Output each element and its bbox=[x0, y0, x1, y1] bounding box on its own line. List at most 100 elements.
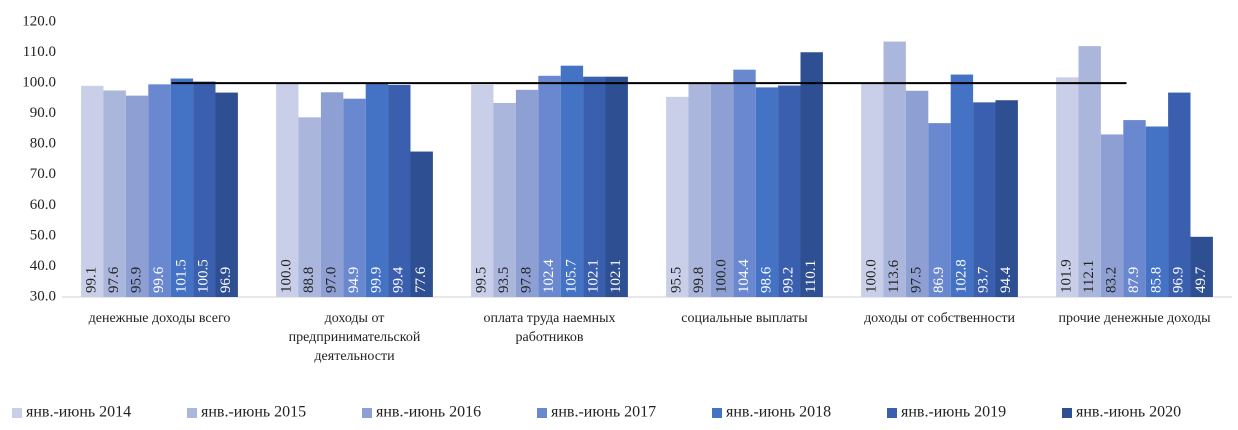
legend-label: янв.-июнь 2018 bbox=[726, 404, 831, 421]
x-tick-label-box: денежные доходы всего bbox=[88, 311, 231, 326]
value-label: 93.7 bbox=[976, 266, 992, 293]
value-label: 113.6 bbox=[886, 259, 902, 293]
x-tick-label-box: прочие денежные доходы bbox=[1058, 311, 1211, 326]
value-label: 97.8 bbox=[519, 267, 535, 293]
bar bbox=[471, 84, 494, 297]
bar bbox=[81, 85, 104, 297]
legend-label: янв.-июнь 2015 bbox=[201, 404, 306, 421]
value-label: 102.1 bbox=[586, 259, 602, 293]
y-tick-label: 100.0 bbox=[22, 75, 56, 91]
value-label: 96.9 bbox=[1171, 267, 1187, 293]
value-label: 104.4 bbox=[736, 259, 752, 293]
bar bbox=[193, 81, 216, 297]
value-label: 110.1 bbox=[803, 260, 819, 293]
x-tick-label-box: социальные выплаты bbox=[681, 311, 807, 326]
legend-label: янв.-июнь 2020 bbox=[1076, 404, 1181, 421]
value-label: 83.2 bbox=[1104, 267, 1120, 293]
value-label: 100.0 bbox=[864, 259, 880, 293]
value-label: 49.7 bbox=[1193, 266, 1209, 293]
bar bbox=[995, 100, 1018, 297]
value-label: 99.4 bbox=[391, 266, 407, 293]
bar bbox=[410, 151, 433, 297]
value-label: 94.4 bbox=[998, 266, 1014, 293]
value-label: 100.0 bbox=[279, 259, 295, 293]
value-label: 99.2 bbox=[781, 267, 797, 293]
bar bbox=[560, 65, 584, 297]
value-label: 101.9 bbox=[1059, 259, 1075, 293]
bar bbox=[905, 90, 929, 297]
bar bbox=[538, 75, 561, 298]
bar bbox=[515, 89, 539, 297]
value-label: 94.9 bbox=[346, 267, 362, 293]
bar bbox=[583, 76, 606, 297]
bar bbox=[298, 117, 321, 297]
y-tick-label: 90.0 bbox=[30, 105, 56, 121]
value-label: 102.1 bbox=[608, 259, 624, 293]
value-label: 77.6 bbox=[413, 266, 429, 293]
y-tick-label: 80.0 bbox=[30, 136, 56, 152]
bar bbox=[388, 84, 411, 297]
bar bbox=[1100, 134, 1124, 297]
bar bbox=[215, 92, 238, 297]
bar bbox=[928, 123, 951, 297]
y-tick-label: 40.0 bbox=[30, 258, 56, 274]
x-tick-label: доходы от предпринимательской деятельнос… bbox=[288, 311, 421, 364]
value-label: 97.5 bbox=[909, 267, 925, 293]
bar bbox=[320, 92, 344, 298]
bar bbox=[883, 41, 906, 297]
x-tick-label: прочие денежные доходы bbox=[1058, 311, 1211, 326]
value-label: 112.1 bbox=[1081, 260, 1097, 293]
legend-label: янв.-июнь 2014 bbox=[26, 404, 131, 421]
value-label: 102.8 bbox=[953, 259, 969, 293]
bar bbox=[710, 83, 734, 297]
value-label: 101.5 bbox=[173, 259, 189, 293]
legend-swatch bbox=[712, 408, 722, 418]
bar bbox=[800, 52, 823, 297]
value-label: 97.6 bbox=[106, 266, 122, 293]
value-label: 99.1 bbox=[84, 267, 100, 293]
bar bbox=[125, 95, 149, 297]
bar bbox=[1123, 120, 1146, 297]
value-label: 99.5 bbox=[474, 267, 490, 293]
bar bbox=[276, 83, 299, 297]
y-tick-label: 110.0 bbox=[23, 44, 56, 60]
bar bbox=[778, 85, 801, 297]
x-tick-label-box: доходы от предпринимательской деятельнос… bbox=[288, 311, 421, 364]
value-label: 93.5 bbox=[496, 267, 512, 293]
value-label: 88.8 bbox=[301, 267, 317, 293]
legend-label: янв.-июнь 2019 bbox=[901, 404, 1006, 421]
value-label: 86.9 bbox=[931, 267, 947, 293]
bar bbox=[1145, 126, 1169, 297]
bar bbox=[605, 76, 628, 297]
legend-swatch bbox=[362, 408, 372, 418]
bar bbox=[148, 84, 171, 297]
y-tick-label: 60.0 bbox=[30, 197, 56, 213]
bar bbox=[950, 74, 974, 297]
bar bbox=[688, 83, 711, 297]
x-tick-label: денежные доходы всего bbox=[88, 311, 231, 326]
bar bbox=[733, 69, 756, 298]
legend-swatch bbox=[187, 408, 197, 418]
value-label: 97.0 bbox=[324, 267, 340, 293]
value-label: 87.9 bbox=[1126, 267, 1142, 293]
y-tick-label: 70.0 bbox=[30, 166, 56, 182]
bar bbox=[973, 102, 996, 297]
value-label: 105.7 bbox=[563, 259, 579, 293]
x-tick-label: доходы от собственности bbox=[864, 311, 1015, 326]
value-label: 96.9 bbox=[218, 267, 234, 293]
bar bbox=[170, 78, 194, 298]
value-label: 95.5 bbox=[669, 267, 685, 293]
y-tick-label: 120.0 bbox=[22, 13, 56, 29]
legend-swatch bbox=[1062, 408, 1072, 418]
x-tick-label-box: доходы от собственности bbox=[864, 311, 1015, 326]
bar bbox=[755, 87, 779, 297]
legend-label: янв.-июнь 2017 bbox=[551, 404, 656, 421]
value-label: 99.9 bbox=[368, 267, 384, 293]
bar bbox=[493, 102, 516, 297]
value-label: 95.9 bbox=[129, 267, 145, 293]
value-label: 102.4 bbox=[541, 259, 557, 293]
bar bbox=[365, 83, 389, 298]
legend-swatch bbox=[12, 408, 22, 418]
legend-label: янв.-июнь 2016 bbox=[376, 404, 481, 421]
